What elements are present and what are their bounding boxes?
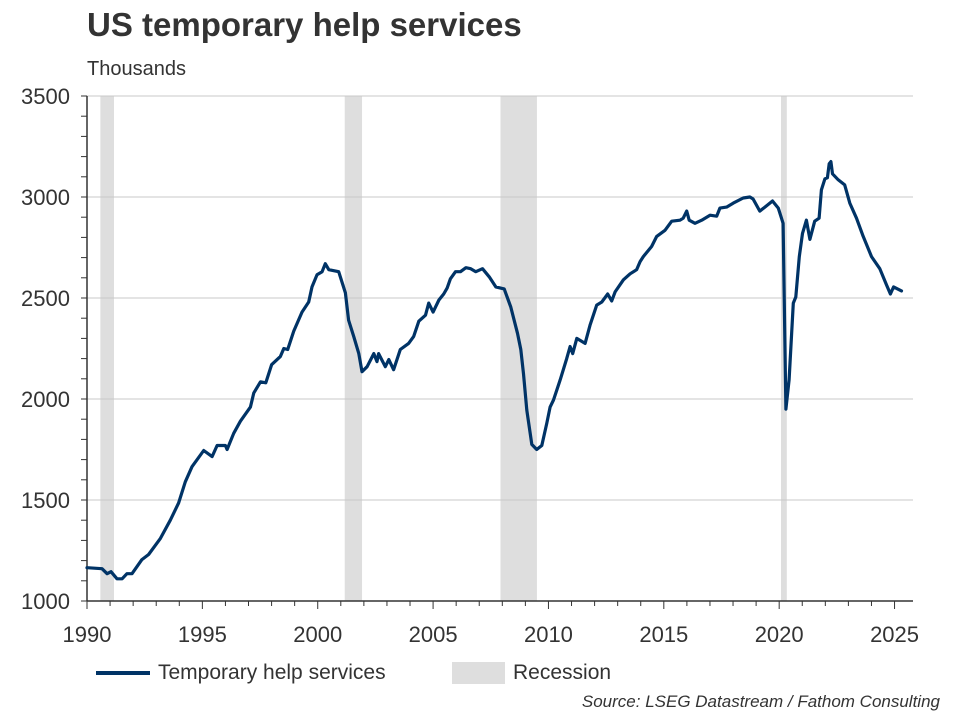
source-note: Source: LSEG Datastream / Fathom Consult…: [581, 692, 940, 711]
axes: 1000 1500 2000 2500 3000 3500 1990 1995 2000 2005…: [21, 84, 919, 647]
chart-title: US temporary help services: [87, 6, 522, 43]
y-tick-label: 3000: [21, 185, 70, 210]
x-tick-label: 2025: [870, 622, 919, 647]
chart-subtitle: Thousands: [87, 58, 186, 80]
x-tick-label: 1995: [178, 622, 227, 647]
series-lines: [85, 160, 904, 581]
recession-band: [500, 96, 537, 601]
y-tick-label: 2000: [21, 387, 70, 412]
y-tick-label: 1000: [21, 589, 70, 614]
x-tick-label: 2015: [639, 622, 688, 647]
y-tick-label: 2500: [21, 286, 70, 311]
recession-band: [100, 96, 114, 601]
x-tick-label: 2000: [293, 622, 342, 647]
recession-bands: [100, 96, 787, 601]
legend-series-label: Temporary help services: [158, 661, 386, 684]
y-tick-label: 1500: [21, 488, 70, 513]
gridlines: [87, 95, 913, 501]
legend-item-recession: Recession: [452, 660, 611, 686]
x-tick-label: 2010: [524, 622, 573, 647]
x-tick-label: 2020: [755, 622, 804, 647]
legend-recession-label: Recession: [513, 661, 612, 684]
recession-band: [344, 96, 363, 601]
y-tick-label: 3500: [21, 84, 70, 109]
x-tick-label: 2005: [409, 622, 458, 647]
legend-recession-swatch: [452, 662, 505, 684]
legend-line-swatch: [96, 671, 150, 675]
legend-item-series: Temporary help services: [96, 660, 386, 686]
series-line-temporary-help-services: [85, 160, 904, 581]
x-tick-label: 1990: [63, 622, 112, 647]
